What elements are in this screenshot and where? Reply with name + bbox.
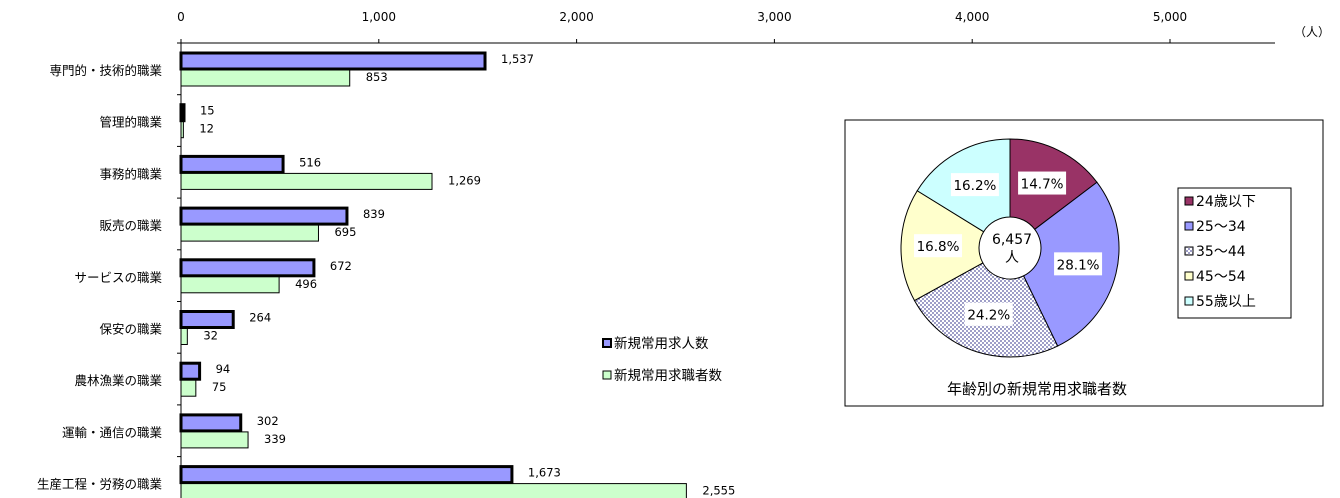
pie-legend-label: 25～34 — [1196, 219, 1246, 235]
category-label: 運輸・通信の職業 — [62, 425, 163, 440]
data-label-job-openings: 302 — [257, 414, 279, 428]
bar-job-seekers — [180, 431, 249, 449]
pie-chart: 14.7% 28.1% 24.2% 16.8% 16.2% 6,457 人年齢別の新規常用求… — [844, 119, 1324, 407]
data-label-job-openings: 1,537 — [501, 52, 534, 66]
pie-data-label: 24.2% — [967, 308, 1010, 324]
x-tick-label: 2,000 — [559, 10, 593, 24]
bar-job-seekers — [180, 483, 687, 498]
bar-job-seekers — [180, 276, 280, 294]
x-tick-label: 3,000 — [757, 10, 791, 24]
legend-swatch — [602, 370, 612, 380]
bar-job-seekers — [180, 172, 433, 190]
x-tick-label: 4,000 — [955, 10, 989, 24]
category-label: 農林漁業の職業 — [74, 373, 162, 388]
legend-swatch — [602, 338, 612, 348]
x-tick-label: 0 — [177, 10, 185, 24]
data-label-job-seekers: 496 — [295, 277, 317, 291]
pie-legend-swatch — [1184, 221, 1194, 231]
unit-label: （人） — [1294, 25, 1330, 39]
bar-chart: 0 1,000 2,000 3,000 4,000 5,000 （人） 専門的・技術的職業 1,… — [37, 10, 1330, 498]
pie-label-bg — [1054, 252, 1103, 276]
category-label: 管理的職業 — [99, 115, 162, 130]
bar-job-openings — [179, 465, 514, 485]
bar-job-seekers — [180, 379, 197, 397]
category-label: 生産工程・労務の職業 — [37, 477, 163, 492]
pie-legend-label: 55歳以上 — [1196, 294, 1256, 310]
pie-legend-label: 35～44 — [1196, 244, 1246, 260]
pie-center-unit: 人 — [1005, 250, 1019, 266]
bar-job-openings — [179, 154, 285, 174]
data-label-job-seekers: 75 — [212, 380, 227, 394]
pie-data-label: 14.7% — [1021, 177, 1064, 193]
data-label-job-seekers: 339 — [264, 432, 286, 446]
pie-legend-box — [1177, 187, 1292, 319]
pie-label-bg — [914, 234, 963, 258]
bar-job-seekers — [180, 69, 351, 87]
category-label: 販売の職業 — [99, 218, 162, 233]
data-label-job-seekers: 695 — [334, 225, 356, 239]
category-label: 事務的職業 — [99, 166, 162, 181]
x-tick-label: 5,000 — [1153, 10, 1187, 24]
category-label: 専門的・技術的職業 — [49, 63, 162, 78]
data-label-job-openings: 516 — [299, 155, 321, 169]
data-label-job-openings: 94 — [216, 362, 231, 376]
pie-data-label: 16.2% — [953, 178, 996, 194]
bar-job-seekers — [180, 121, 184, 139]
data-label-job-openings: 1,673 — [528, 466, 561, 480]
pie-data-label: 16.8% — [917, 239, 960, 255]
pie-data-label: 28.1% — [1057, 257, 1100, 273]
pie-center-total: 6,457 — [992, 232, 1032, 248]
pie-label-bg — [1018, 171, 1067, 195]
pie-legend-label: 45～54 — [1196, 269, 1246, 285]
data-label-job-seekers: 853 — [366, 70, 388, 84]
data-label-job-seekers: 1,269 — [448, 173, 481, 187]
legend-label: 新規常用求人数 — [614, 336, 709, 352]
bar-job-openings — [179, 51, 487, 71]
bar-job-openings — [179, 310, 235, 329]
x-tick-label: 1,000 — [362, 10, 396, 24]
pie-legend-label: 24歳以下 — [1196, 194, 1256, 210]
data-label-job-seekers: 2,555 — [702, 484, 735, 498]
bar-job-openings — [179, 258, 316, 278]
pie-legend-swatch — [1184, 296, 1194, 306]
pie-legend-swatch — [1184, 271, 1194, 281]
pie-chart-title: 年齢別の新規常用求職者数 — [947, 380, 1127, 398]
bar-job-seekers — [180, 224, 319, 242]
data-label-job-openings: 15 — [200, 104, 215, 118]
data-label-job-seekers: 32 — [203, 329, 218, 343]
data-label-job-openings: 672 — [330, 259, 352, 273]
bar-job-openings — [179, 413, 243, 433]
data-label-job-seekers: 12 — [199, 122, 214, 136]
pie-legend-swatch — [1184, 246, 1194, 256]
category-label: サービスの職業 — [74, 270, 162, 285]
pie-label-bg — [964, 302, 1013, 326]
bar-job-openings — [179, 361, 202, 381]
legend-label: 新規常用求職者数 — [614, 368, 722, 384]
pie-legend-swatch — [1184, 196, 1194, 206]
category-label: 保安の職業 — [99, 322, 162, 337]
bar-job-seekers — [180, 328, 188, 345]
pie-label-bg — [950, 173, 999, 197]
bar-job-openings — [179, 103, 186, 123]
bar-job-openings — [179, 206, 349, 226]
data-label-job-openings: 839 — [363, 207, 385, 221]
data-label-job-openings: 264 — [249, 311, 271, 325]
